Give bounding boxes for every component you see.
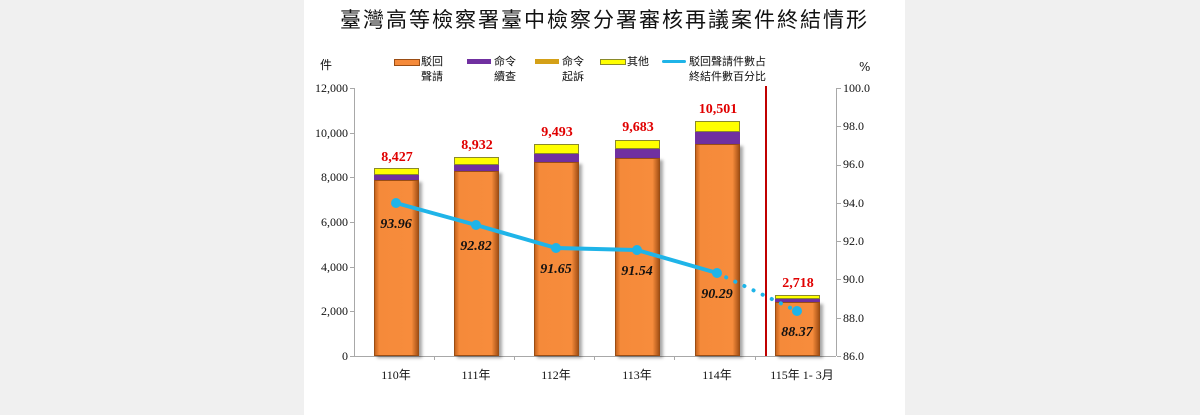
tick: [837, 126, 841, 127]
total-label-110: 8,427: [381, 150, 413, 165]
total-label-111: 8,932: [461, 138, 493, 153]
legend-swatch-purple: [467, 59, 491, 64]
right-axis-line: [836, 88, 837, 356]
y-tick-0: 0: [342, 349, 348, 363]
bar-segment-rejected: [534, 162, 579, 356]
bar-segment-continue-investigation: [534, 154, 579, 162]
period-divider: [765, 86, 767, 356]
pct-label-113: 91.54: [621, 264, 653, 279]
tick: [350, 133, 354, 134]
chart-panel: 臺灣高等檢察署臺中檢察分署審核再議案件終結情形 件 % 駁回 聲請 命令 續查 …: [304, 0, 905, 415]
pct-label-112: 91.65: [540, 262, 572, 277]
tick: [837, 356, 841, 357]
bar-segment-continue-investigation: [615, 149, 660, 158]
y2-tick-88: 88.0: [843, 311, 864, 325]
legend-swatch-blue-line: [662, 60, 686, 63]
bar-111: [454, 157, 499, 356]
tick: [434, 356, 435, 360]
bar-segment-other: [615, 140, 660, 149]
bar-segment-other: [534, 144, 579, 154]
pct-label-110: 93.96: [380, 217, 412, 232]
legend-swatch-orange: [394, 59, 420, 66]
tick: [837, 318, 841, 319]
tick: [350, 311, 354, 312]
bar-segment-continue-investigation: [695, 132, 740, 144]
bar-segment-other: [695, 121, 740, 132]
pct-label-114: 90.29: [701, 287, 733, 302]
y-tick-6000: 6,000: [321, 215, 348, 229]
chart-title: 臺灣高等檢察署臺中檢察分署審核再議案件終結情形: [340, 8, 869, 32]
right-axis-unit: %: [859, 60, 871, 74]
x-label-115: 115年 1- 3月: [770, 368, 834, 382]
bar-segment-continue-investigation: [454, 165, 499, 171]
y-tick-12000: 12,000: [315, 81, 348, 95]
y-tick-2000: 2,000: [321, 304, 348, 318]
y-tick-10000: 10,000: [315, 126, 348, 140]
tick: [350, 88, 354, 89]
total-label-112: 9,493: [541, 125, 573, 140]
bar-segment-continue-investigation: [374, 175, 419, 180]
y2-tick-96: 96.0: [843, 157, 864, 171]
percentage-line: [391, 198, 802, 316]
bar-segment-rejected: [615, 158, 660, 356]
tick: [350, 356, 354, 357]
tick: [594, 356, 595, 360]
tick: [350, 177, 354, 178]
bar-segment-continue-investigation: [775, 299, 820, 302]
y-tick-8000: 8,000: [321, 170, 348, 184]
bar-112: [534, 144, 579, 356]
tick: [674, 356, 675, 360]
x-label-113: 113年: [622, 368, 652, 382]
y2-tick-92: 92.0: [843, 234, 864, 248]
tick: [837, 241, 841, 242]
bar-segment-other: [775, 295, 820, 299]
tick: [837, 203, 841, 204]
tick: [755, 356, 756, 360]
bar-113: [615, 140, 660, 356]
total-label-114: 10,501: [698, 102, 738, 117]
x-label-111: 111年: [461, 368, 491, 382]
pct-label-111: 92.82: [460, 239, 492, 254]
bar-114: [695, 121, 740, 356]
tick: [837, 88, 841, 89]
total-label-113: 9,683: [622, 120, 654, 135]
y-tick-4000: 4,000: [321, 260, 348, 274]
bar-segment-other: [454, 157, 499, 165]
y2-tick-98: 98.0: [843, 119, 864, 133]
pct-label-115: 88.37: [781, 325, 813, 340]
y2-tick-100: 100.0: [843, 81, 870, 95]
bar-segment-other: [374, 168, 419, 175]
legend-swatch-yellow: [600, 59, 626, 65]
left-axis-line: [354, 88, 355, 356]
x-label-112: 112年: [541, 368, 571, 382]
bar-segment-rejected: [454, 171, 499, 356]
y2-tick-86: 86.0: [843, 349, 864, 363]
bar-segment-rejected: [695, 144, 740, 356]
y2-tick-94: 94.0: [843, 196, 864, 210]
total-label-115: 2,718: [782, 276, 814, 291]
tick: [350, 267, 354, 268]
x-label-110: 110年: [381, 368, 411, 382]
x-axis-line: [354, 356, 836, 357]
tick: [837, 165, 841, 166]
tick: [514, 356, 515, 360]
left-axis-unit: 件: [320, 58, 333, 72]
x-label-114: 114年: [702, 368, 732, 382]
tick: [837, 279, 841, 280]
tick: [350, 222, 354, 223]
y2-tick-90: 90.0: [843, 272, 864, 286]
legend-swatch-gold: [535, 59, 559, 64]
